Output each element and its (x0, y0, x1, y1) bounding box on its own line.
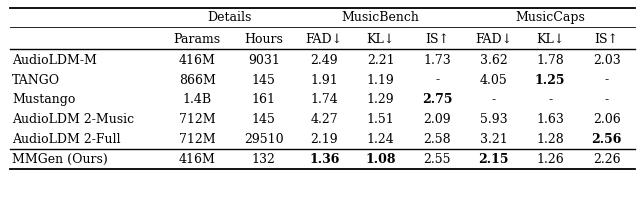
Text: 1.78: 1.78 (536, 54, 564, 67)
Text: -: - (605, 94, 609, 106)
Text: 2.21: 2.21 (367, 54, 394, 67)
Text: AudioLDM 2-Full: AudioLDM 2-Full (12, 133, 121, 146)
Text: 712M: 712M (179, 113, 216, 126)
Text: 29510: 29510 (244, 133, 284, 146)
Text: 866M: 866M (179, 74, 216, 87)
Text: 1.24: 1.24 (367, 133, 395, 146)
Text: 132: 132 (252, 153, 276, 166)
Text: 1.29: 1.29 (367, 94, 394, 106)
Text: -: - (548, 94, 552, 106)
Text: 1.28: 1.28 (536, 133, 564, 146)
Text: -: - (435, 74, 439, 87)
Text: IS↑: IS↑ (595, 33, 619, 46)
Text: 4.27: 4.27 (310, 113, 338, 126)
Text: FAD↓: FAD↓ (475, 33, 512, 46)
Text: 2.09: 2.09 (424, 113, 451, 126)
Text: 2.03: 2.03 (593, 54, 621, 67)
Text: AudioLDM 2-Music: AudioLDM 2-Music (12, 113, 134, 126)
Text: 3.62: 3.62 (480, 54, 508, 67)
Text: 1.25: 1.25 (535, 74, 565, 87)
Text: MusicCaps: MusicCaps (515, 11, 585, 24)
Text: AudioLDM-M: AudioLDM-M (12, 54, 97, 67)
Text: Params: Params (173, 33, 221, 46)
Text: 1.4B: 1.4B (182, 94, 212, 106)
Text: 5.93: 5.93 (480, 113, 508, 126)
Text: 1.91: 1.91 (310, 74, 338, 87)
Text: 2.75: 2.75 (422, 94, 452, 106)
Text: KL↓: KL↓ (367, 33, 395, 46)
Text: Hours: Hours (244, 33, 284, 46)
Text: KL↓: KL↓ (536, 33, 564, 46)
Text: MusicBench: MusicBench (342, 11, 420, 24)
Text: MMGen (Ours): MMGen (Ours) (12, 153, 108, 166)
Text: 4.05: 4.05 (480, 74, 508, 87)
Text: 1.26: 1.26 (536, 153, 564, 166)
Text: 416M: 416M (179, 54, 216, 67)
Text: 1.19: 1.19 (367, 74, 395, 87)
Text: -: - (605, 74, 609, 87)
Text: 1.51: 1.51 (367, 113, 395, 126)
Text: 3.21: 3.21 (480, 133, 508, 146)
Text: 2.58: 2.58 (424, 133, 451, 146)
Text: TANGO: TANGO (12, 74, 60, 87)
Text: 1.74: 1.74 (310, 94, 338, 106)
Text: 9031: 9031 (248, 54, 280, 67)
Text: 1.73: 1.73 (423, 54, 451, 67)
Text: 161: 161 (252, 94, 276, 106)
Text: 1.63: 1.63 (536, 113, 564, 126)
Text: 2.19: 2.19 (310, 133, 338, 146)
Text: Mustango: Mustango (12, 94, 76, 106)
Text: 145: 145 (252, 74, 276, 87)
Text: 2.56: 2.56 (591, 133, 622, 146)
Text: 2.49: 2.49 (310, 54, 338, 67)
Text: 2.26: 2.26 (593, 153, 620, 166)
Text: -: - (492, 94, 496, 106)
Text: 145: 145 (252, 113, 276, 126)
Text: 2.15: 2.15 (479, 153, 509, 166)
Text: 1.36: 1.36 (309, 153, 339, 166)
Text: 1.08: 1.08 (365, 153, 396, 166)
Text: IS↑: IS↑ (425, 33, 449, 46)
Text: 712M: 712M (179, 133, 216, 146)
Text: Details: Details (207, 11, 252, 24)
Text: FAD↓: FAD↓ (306, 33, 343, 46)
Text: 2.06: 2.06 (593, 113, 621, 126)
Text: 416M: 416M (179, 153, 216, 166)
Text: 2.55: 2.55 (424, 153, 451, 166)
